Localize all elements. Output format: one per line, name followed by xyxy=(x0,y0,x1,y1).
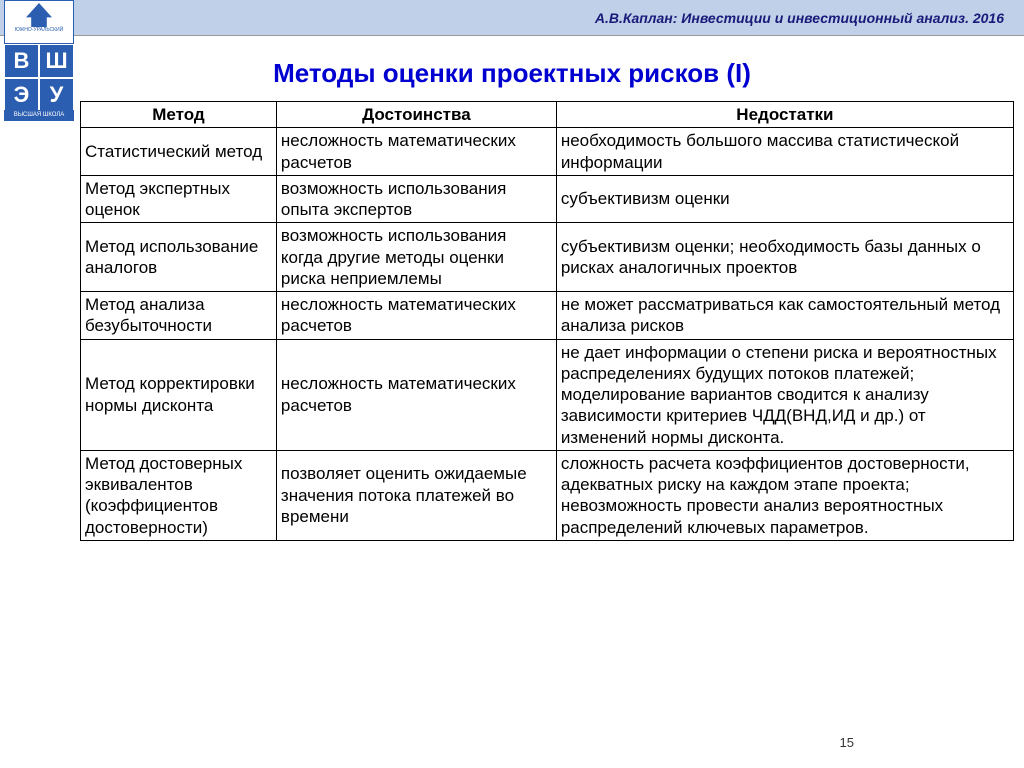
logo-letters: В Ш Э У xyxy=(4,44,74,110)
cell-method: Метод экспертных оценок xyxy=(81,175,277,223)
logo-letter: Э xyxy=(5,79,38,111)
table-row: Метод корректировки нормы дисконта несло… xyxy=(81,339,1014,450)
table-row: Метод использование аналогов возможность… xyxy=(81,223,1014,292)
col-method: Метод xyxy=(81,102,277,128)
cell-cons: не дает информации о степени риска и вер… xyxy=(556,339,1013,450)
cell-cons: не может рассматриваться как самостоятел… xyxy=(556,292,1013,340)
cell-cons: субъективизм оценки; необходимость базы … xyxy=(556,223,1013,292)
logo: ЮЖНО-УРАЛЬСКИЙ В Ш Э У ВЫСШАЯ ШКОЛА xyxy=(0,0,78,160)
cell-method: Статистический метод xyxy=(81,128,277,176)
cell-method: Метод анализа безубыточности xyxy=(81,292,277,340)
cell-pros: позволяет оценить ожидаемые значения пот… xyxy=(276,450,556,540)
cell-pros: возможность использования опыта эксперто… xyxy=(276,175,556,223)
table-row: Метод анализа безубыточности несложность… xyxy=(81,292,1014,340)
logo-top: ЮЖНО-УРАЛЬСКИЙ xyxy=(4,0,74,44)
slide-title: Методы оценки проектных рисков (I) xyxy=(0,58,1024,89)
cell-pros: возможность использования когда другие м… xyxy=(276,223,556,292)
cell-cons: необходимость большого массива статистич… xyxy=(556,128,1013,176)
cell-method: Метод использование аналогов xyxy=(81,223,277,292)
table-row: Статистический метод несложность математ… xyxy=(81,128,1014,176)
logo-letter: В xyxy=(5,45,38,77)
col-cons: Недостатки xyxy=(556,102,1013,128)
methods-table: Метод Достоинства Недостатки Статистичес… xyxy=(80,101,1014,541)
cell-pros: несложность математических расчетов xyxy=(276,292,556,340)
cell-cons: субъективизм оценки xyxy=(556,175,1013,223)
table-row: Метод достоверных эквивалентов (коэффици… xyxy=(81,450,1014,540)
logo-bottom-label: ВЫСШАЯ ШКОЛА xyxy=(4,110,74,121)
logo-letter: Ш xyxy=(40,45,73,77)
cell-pros: несложность математических расчетов xyxy=(276,339,556,450)
logo-top-label: ЮЖНО-УРАЛЬСКИЙ xyxy=(15,27,64,33)
cell-method: Метод достоверных эквивалентов (коэффици… xyxy=(81,450,277,540)
logo-letter: У xyxy=(40,79,73,111)
header-bar: А.В.Каплан: Инвестиции и инвестиционный … xyxy=(0,0,1024,36)
table-header-row: Метод Достоинства Недостатки xyxy=(81,102,1014,128)
cell-pros: несложность математических расчетов xyxy=(276,128,556,176)
table-row: Метод экспертных оценок возможность испо… xyxy=(81,175,1014,223)
building-icon xyxy=(26,3,52,27)
methods-table-wrap: Метод Достоинства Недостатки Статистичес… xyxy=(0,101,1024,541)
page-number: 15 xyxy=(840,735,854,750)
cell-cons: сложность расчета коэффициентов достовер… xyxy=(556,450,1013,540)
cell-method: Метод корректировки нормы дисконта xyxy=(81,339,277,450)
col-pros: Достоинства xyxy=(276,102,556,128)
header-citation: А.В.Каплан: Инвестиции и инвестиционный … xyxy=(595,10,1004,26)
